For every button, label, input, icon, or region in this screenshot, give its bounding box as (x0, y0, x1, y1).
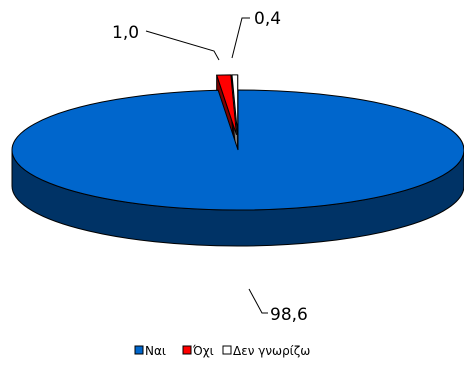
data-label-yes: 98,6 (270, 305, 308, 325)
leader-line-dont-know (231, 17, 250, 59)
pie-slice-no (215, 74, 238, 135)
data-label-no: 1,0 (112, 23, 139, 43)
pie-slice-dont-know (231, 74, 239, 135)
legend-swatch-dont-know (222, 345, 232, 355)
legend-swatch-yes (134, 345, 144, 355)
legend: Ναι Όχι Δεν γνωρίζω (134, 344, 310, 358)
leader-line-yes (248, 288, 268, 314)
legend-label-yes: Ναι (145, 344, 166, 358)
data-labels-layer: 1,0 0,4 98,6 (112, 9, 308, 325)
legend-label-dont-know: Δεν γνωρίζω (233, 344, 310, 358)
pie-slice-yes (11, 89, 464, 211)
leader-line-no (145, 30, 220, 61)
slices-layer (11, 74, 464, 247)
data-label-dont-know: 0,4 (254, 9, 281, 29)
legend-label-no: Όχι (192, 344, 214, 358)
legend-swatch-no (182, 345, 192, 355)
